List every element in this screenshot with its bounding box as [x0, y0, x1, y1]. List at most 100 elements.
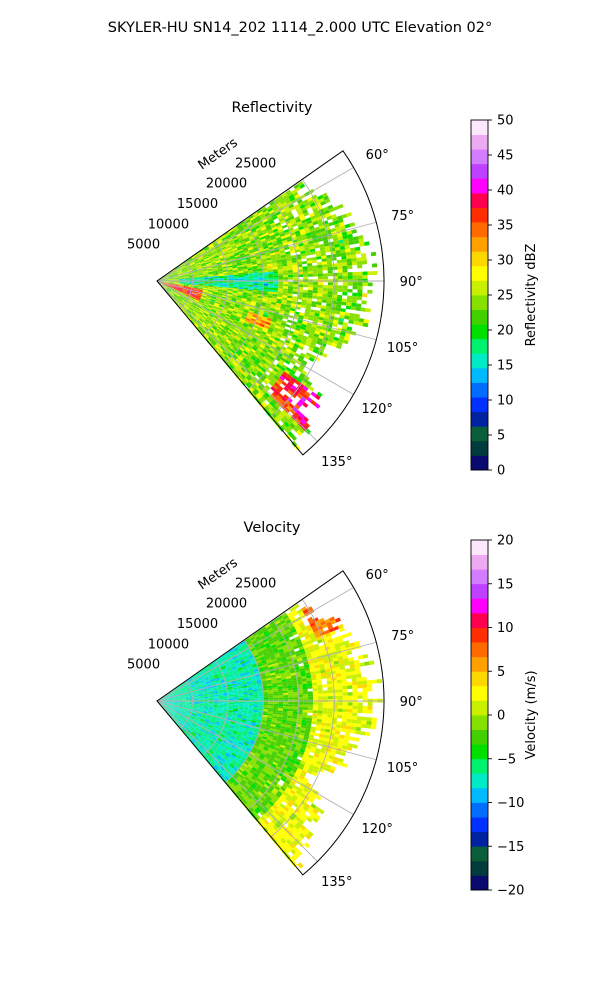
colorbar-tick-label: 10 [497, 394, 514, 409]
azimuth-spoke [156, 700, 354, 815]
range-ring [202, 660, 229, 756]
colorbar-segment [471, 455, 488, 471]
colorbar-segment [471, 236, 488, 252]
colorbar-tick-label: 15 [497, 359, 514, 374]
colorbar-segment [471, 367, 488, 383]
velocity-colorbar: −20 −15 −10 −5 0 5 10 15 20 [470, 534, 524, 899]
colorbar-segment [471, 163, 488, 179]
colorbar-segment [471, 178, 488, 194]
azimuth-spoke [156, 280, 318, 442]
colorbar-segment [471, 149, 488, 165]
colorbar-tick-label: 40 [497, 184, 514, 199]
azimuth-tick-label: 135° [321, 455, 352, 470]
reflectivity-panel: Reflectivity 5000 10000 15000 20000 25000 60°… [127, 100, 539, 479]
range-ring [202, 240, 229, 336]
colorbar-segment [471, 846, 488, 862]
azimuth-spoke [156, 221, 377, 282]
radial-tick-label: 10000 [148, 217, 189, 232]
azimuth-spoke [156, 587, 354, 702]
colorbar-segment [471, 773, 488, 789]
radial-tick-label: 15000 [177, 617, 218, 632]
azimuth-tick-label: 90° [400, 275, 423, 290]
azimuth-tick-label: 60° [366, 568, 389, 583]
azimuth-tick-label: 120° [362, 822, 393, 837]
azimuth-tick-label: 105° [387, 761, 418, 776]
colorbar-segment [471, 554, 488, 570]
range-ring [247, 199, 300, 391]
radial-tick-label: 10000 [148, 637, 189, 652]
azimuth-spoke [156, 167, 354, 282]
radar-echo-cells [158, 181, 378, 451]
colorbar-tick-label: 20 [497, 534, 514, 549]
reflectivity-colorbar: 0 5 10 15 20 25 30 35 40 45 50 [470, 114, 514, 479]
colorbar-tick-label: 30 [497, 254, 514, 269]
colorbar-segment [471, 787, 488, 803]
colorbar-tick-label: 0 [497, 709, 505, 724]
radial-tick-label: 20000 [206, 597, 247, 612]
colorbar-segment [471, 583, 488, 599]
radial-tick-label: 5000 [127, 658, 160, 673]
polar-grid [156, 167, 384, 442]
colorbar-segment [471, 411, 488, 427]
colorbar-segment [471, 627, 488, 643]
colorbar-segment [471, 642, 488, 658]
colorbar-segment [471, 685, 488, 701]
velocity-panel: Velocity 5000 10000 15000 20000 25000 60° 75° 9… [127, 520, 539, 899]
colorbar-tick-label: 20 [497, 324, 514, 339]
colorbar-tick-label: −20 [497, 884, 524, 899]
colorbar-segment [471, 540, 488, 555]
range-ring [225, 219, 264, 363]
range-ring [247, 619, 300, 811]
reflectivity-title: Reflectivity [232, 100, 313, 116]
colorbar-segment [471, 817, 488, 833]
velocity-colorbar-label: Velocity (m/s) [524, 670, 539, 759]
colorbar-segment [471, 860, 488, 876]
colorbar-segment [471, 831, 488, 847]
colorbar-segment [471, 802, 488, 818]
azimuth-tick-label: 60° [366, 148, 389, 163]
colorbar-tick-label: 5 [497, 665, 505, 680]
radial-tick-label: 25000 [235, 156, 276, 171]
reflectivity-sector: 5000 10000 15000 20000 25000 60° 75° 90° 105° 120… [127, 148, 423, 470]
colorbar-segment [471, 612, 488, 628]
colorbar-segment [471, 598, 488, 614]
polar-grid [156, 587, 384, 862]
colorbar-segment [471, 715, 488, 730]
colorbar-tick-label: 45 [497, 149, 514, 164]
colorbar-segment [471, 338, 488, 354]
colorbar-tick-label: 0 [497, 464, 505, 479]
colorbar-segment [471, 280, 488, 296]
azimuth-tick-label: 105° [387, 341, 418, 356]
colorbar-segment [471, 758, 488, 774]
colorbar-tick-label: 5 [497, 429, 505, 444]
azimuth-tick-label: 90° [400, 695, 423, 710]
colorbar-tick-label: 25 [497, 289, 514, 304]
range-ring [179, 260, 193, 309]
azimuth-tick-label: 120° [362, 402, 393, 417]
azimuth-tick-label: 75° [391, 629, 414, 644]
azimuth-tick-label: 75° [391, 209, 414, 224]
radial-tick-label: 15000 [177, 197, 218, 212]
colorbar-segment [471, 397, 488, 413]
colorbar-tick-label: 15 [497, 577, 514, 592]
colorbar-segment [471, 265, 488, 281]
colorbar-segment [471, 729, 488, 745]
colorbar-segment [471, 744, 488, 760]
colorbar-segment [471, 222, 488, 238]
range-ring [179, 680, 193, 729]
colorbar-tick-label: 35 [497, 219, 514, 234]
range-ring [270, 599, 335, 838]
azimuth-spoke [156, 280, 377, 341]
range-ring [225, 639, 264, 783]
sector-frame [156, 570, 385, 876]
colorbar-tick-label: 10 [497, 621, 514, 636]
sector-frame [156, 150, 385, 456]
colorbar-segment [471, 656, 488, 672]
colorbar-segment [471, 671, 488, 687]
colorbar-segment [471, 700, 488, 716]
azimuth-tick-label: 135° [321, 875, 352, 890]
figure-title: SKYLER-HU SN14_202 1114_2.000 UTC Elevat… [108, 20, 492, 36]
azimuth-spoke [156, 700, 377, 761]
azimuth-spoke [156, 641, 377, 702]
